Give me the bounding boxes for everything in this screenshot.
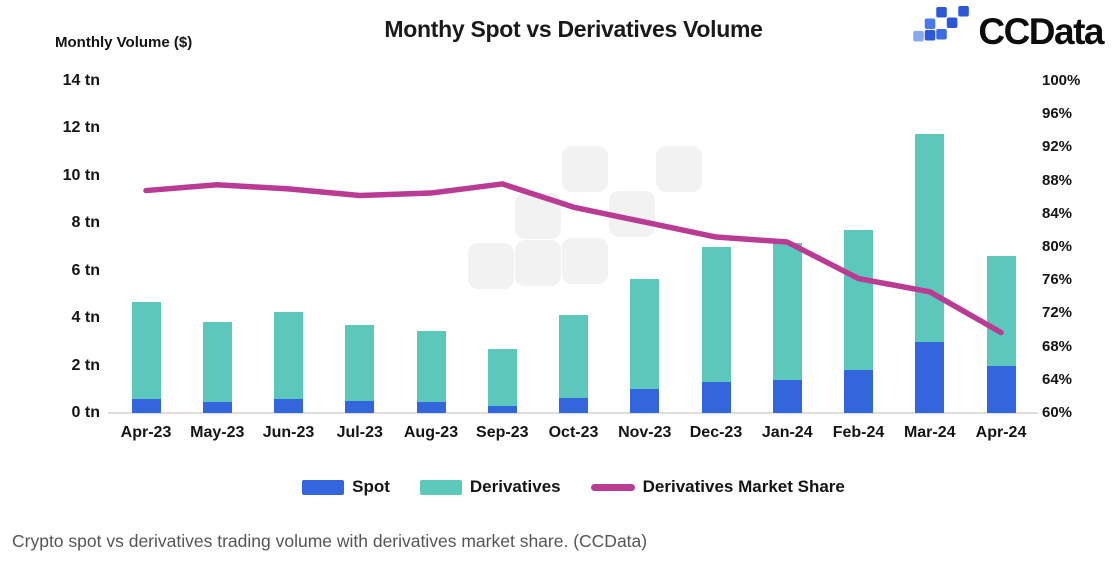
- watermark-square: [656, 146, 702, 192]
- x-axis-tick: Mar-24: [903, 424, 956, 441]
- left-axis-tick: 10 tn: [62, 166, 100, 184]
- x-axis-tick: Jul-23: [336, 424, 383, 441]
- derivatives-segment: [131, 301, 161, 413]
- spot-segment: [701, 382, 731, 413]
- right-axis-tick: 96%: [1042, 105, 1073, 123]
- left-axis-tick: 12 tn: [62, 119, 100, 137]
- ccdata-logo-text: CCData: [978, 10, 1104, 52]
- right-axis-tick: 64%: [1042, 370, 1073, 388]
- bar-Nov-23: [630, 279, 660, 413]
- ccdata-logo: CCData: [913, 6, 1104, 57]
- x-axis-tick: Nov-23: [618, 424, 672, 441]
- spot-segment: [487, 405, 517, 413]
- x-axis-tick: Aug-23: [403, 424, 459, 441]
- x-axis-tick: Jun-23: [262, 424, 315, 441]
- bar-Aug-23: [416, 331, 446, 413]
- spot-segment: [915, 341, 945, 413]
- bar-May-23: [202, 321, 232, 413]
- x-axis-tick: Jan-24: [761, 424, 813, 441]
- chart-title: Monthy Spot vs Derivatives Volume: [384, 16, 763, 42]
- x-axis-tick: Dec-23: [689, 424, 743, 441]
- bar-Apr-23: [131, 301, 161, 413]
- spot-segment: [274, 398, 303, 413]
- legend-line-swatch: [590, 483, 635, 491]
- watermark-square: [468, 243, 514, 289]
- legend-label: Derivatives: [469, 477, 561, 496]
- left-axis-tick: 14 tn: [62, 72, 100, 89]
- right-axis-tick: 76%: [1042, 271, 1073, 289]
- left-axis-tick: 0 tn: [71, 404, 100, 421]
- bar-Jun-23: [274, 312, 303, 413]
- watermark-square: [609, 191, 655, 237]
- left-axis-title: Monthly Volume ($): [55, 34, 193, 51]
- spot-segment: [559, 397, 588, 413]
- right-axis-tick: 80%: [1042, 238, 1073, 255]
- derivatives-segment: [345, 325, 375, 413]
- bar-Feb-24: [844, 230, 873, 413]
- bar-Apr-24: [986, 256, 1016, 413]
- right-axis-tick: 60%: [1042, 404, 1073, 421]
- legend-rect-swatch: [419, 479, 462, 495]
- x-axis-tick: May-23: [190, 424, 245, 441]
- legend-rect-swatch: [302, 479, 345, 495]
- legend-label: Derivatives Market Share: [642, 477, 845, 496]
- x-axis-tick: Apr-23: [120, 424, 172, 441]
- watermark-square: [515, 193, 561, 239]
- bar-Sep-23: [487, 348, 517, 413]
- bar-Jan-24: [772, 243, 802, 413]
- x-axis-tick: Sep-23: [476, 424, 529, 441]
- spot-segment: [772, 379, 802, 413]
- watermark-square: [562, 238, 608, 284]
- figure-caption: Crypto spot vs derivatives trading volum…: [12, 531, 648, 551]
- spot-segment: [202, 402, 232, 413]
- spot-segment: [345, 401, 375, 413]
- left-axis-tick: 8 tn: [71, 214, 100, 232]
- bar-Jul-23: [345, 325, 375, 413]
- left-axis-tick: 6 tn: [71, 261, 100, 279]
- spot-segment: [416, 402, 446, 413]
- bar-Dec-23: [701, 247, 731, 413]
- x-axis-tick: Apr-24: [975, 424, 1027, 441]
- right-axis-tick: 84%: [1042, 204, 1073, 222]
- spot-segment: [844, 370, 873, 413]
- derivatives-segment: [202, 321, 232, 413]
- derivatives-segment: [487, 348, 517, 413]
- left-axis-tick: 4 tn: [71, 309, 100, 327]
- legend-item-derivatives: Derivatives: [419, 477, 561, 497]
- spot-segment: [131, 398, 161, 413]
- x-axis-line: [108, 412, 1038, 414]
- legend-item-spot: Spot: [302, 477, 390, 497]
- spot-segment: [630, 389, 660, 413]
- x-axis-tick: Feb-24: [832, 424, 885, 441]
- right-axis-tick: 88%: [1042, 171, 1073, 189]
- chart-legend: Spot Derivatives Derivatives Market Share: [110, 477, 1037, 497]
- bar-Oct-23: [559, 314, 588, 413]
- watermark-square: [515, 240, 561, 286]
- left-axis-tick: 2 tn: [71, 356, 100, 374]
- legend-item-derivatives-market-share: Derivatives Market Share: [590, 477, 845, 497]
- right-axis-tick: 100%: [1042, 72, 1081, 89]
- right-axis-tick: 68%: [1042, 337, 1073, 355]
- right-axis-tick: 92%: [1042, 138, 1073, 156]
- bar-Mar-24: [915, 134, 945, 413]
- x-axis-tick: Oct-23: [548, 424, 599, 441]
- spot-segment: [986, 365, 1016, 413]
- ccdata-logo-icon: [913, 6, 971, 57]
- watermark-square: [562, 146, 608, 192]
- legend-label: Spot: [352, 477, 390, 496]
- right-axis-tick: 72%: [1042, 304, 1073, 322]
- derivatives-segment: [416, 331, 446, 413]
